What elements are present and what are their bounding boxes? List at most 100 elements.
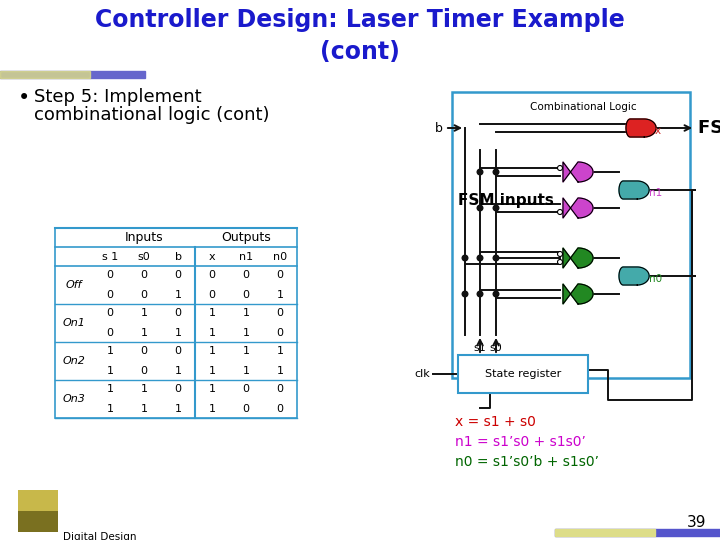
Text: 1: 1 (140, 327, 148, 338)
Text: 0: 0 (107, 289, 114, 300)
Text: 0: 0 (276, 327, 284, 338)
Text: 1: 1 (209, 403, 215, 414)
Text: 0: 0 (140, 289, 148, 300)
Text: 1: 1 (140, 308, 148, 319)
Text: Off: Off (66, 280, 82, 290)
Text: x = s1 + s0: x = s1 + s0 (455, 415, 536, 429)
Text: s1: s1 (474, 343, 487, 353)
Text: 0: 0 (243, 289, 250, 300)
Text: 1: 1 (276, 366, 284, 375)
Circle shape (557, 260, 562, 265)
Text: 0: 0 (209, 289, 215, 300)
Text: 1: 1 (174, 403, 181, 414)
Bar (458, 355, 588, 393)
Text: 1: 1 (243, 366, 250, 375)
Text: n0: n0 (649, 274, 662, 284)
Text: 1: 1 (174, 289, 181, 300)
Text: b: b (435, 122, 443, 134)
Text: 1: 1 (276, 289, 284, 300)
Text: FSM o: FSM o (698, 119, 720, 137)
Text: 0: 0 (276, 271, 284, 280)
Text: 0: 0 (107, 271, 114, 280)
Text: 0: 0 (174, 384, 181, 395)
Polygon shape (619, 181, 649, 199)
Bar (452, 92, 690, 378)
Polygon shape (563, 162, 593, 182)
Circle shape (557, 252, 562, 256)
Text: 0: 0 (140, 366, 148, 375)
Text: n1: n1 (239, 252, 253, 261)
Bar (55, 228, 297, 418)
Polygon shape (626, 119, 656, 137)
Text: 1: 1 (209, 347, 215, 356)
Circle shape (462, 255, 468, 261)
Text: n0 = s1’s0’b + s1s0’: n0 = s1’s0’b + s1s0’ (455, 455, 599, 469)
Text: 0: 0 (107, 308, 114, 319)
Circle shape (493, 205, 499, 211)
Circle shape (557, 210, 562, 214)
Circle shape (477, 291, 483, 297)
Text: n1 = s1’s0 + s1s0’: n1 = s1’s0 + s1s0’ (455, 435, 586, 449)
Text: 1: 1 (174, 327, 181, 338)
Circle shape (477, 205, 483, 211)
Text: 0: 0 (243, 271, 250, 280)
Text: 0: 0 (174, 271, 181, 280)
Text: x: x (655, 126, 661, 136)
Text: 1: 1 (276, 347, 284, 356)
Text: State register: State register (485, 369, 561, 379)
Text: Controller Design: Laser Timer Example: Controller Design: Laser Timer Example (95, 8, 625, 32)
Text: 1: 1 (174, 366, 181, 375)
Text: On1: On1 (63, 318, 86, 328)
Text: 0: 0 (140, 271, 148, 280)
Text: 1: 1 (107, 384, 114, 395)
Text: 0: 0 (243, 384, 250, 395)
Text: 0: 0 (276, 384, 284, 395)
Circle shape (557, 165, 562, 171)
Text: On2: On2 (63, 356, 86, 366)
Text: n1: n1 (649, 188, 662, 198)
Circle shape (493, 169, 499, 175)
Polygon shape (563, 248, 593, 268)
Bar (555, 529, 720, 536)
Text: 1: 1 (243, 347, 250, 356)
Text: 1: 1 (140, 403, 148, 414)
Text: combinational logic (cont): combinational logic (cont) (34, 106, 269, 124)
Text: x: x (209, 252, 215, 261)
Polygon shape (619, 267, 649, 285)
Text: 1: 1 (140, 384, 148, 395)
Text: 0: 0 (174, 308, 181, 319)
Text: 0: 0 (209, 271, 215, 280)
Text: 1: 1 (243, 308, 250, 319)
Bar (18, 490, 58, 532)
Text: FSM inputs: FSM inputs (458, 192, 554, 207)
Circle shape (493, 255, 499, 261)
Text: 0: 0 (276, 308, 284, 319)
Bar (0, 71, 90, 78)
Text: 0: 0 (276, 403, 284, 414)
Text: Outputs: Outputs (221, 231, 271, 244)
Polygon shape (563, 284, 593, 304)
Circle shape (462, 291, 468, 297)
Text: s0: s0 (490, 343, 503, 353)
Bar (0, 71, 145, 78)
Bar (18, 511, 58, 532)
Text: 39: 39 (686, 515, 706, 530)
Text: 1: 1 (209, 384, 215, 395)
Text: 1: 1 (209, 366, 215, 375)
Text: 0: 0 (243, 403, 250, 414)
Text: •: • (18, 88, 30, 108)
Text: Inputs: Inputs (125, 231, 163, 244)
Text: 0: 0 (174, 347, 181, 356)
Text: 1: 1 (209, 327, 215, 338)
Text: Digital Design
Copyright © 2006
Frank Vahid: Digital Design Copyright © 2006 Frank Va… (63, 532, 157, 540)
Text: (cont): (cont) (320, 40, 400, 64)
Text: clk: clk (414, 369, 430, 379)
Circle shape (477, 255, 483, 261)
Text: On3: On3 (63, 394, 86, 404)
Circle shape (477, 169, 483, 175)
Text: 1: 1 (107, 403, 114, 414)
Text: 1: 1 (107, 366, 114, 375)
Text: 0: 0 (107, 327, 114, 338)
Text: s 1: s 1 (102, 252, 118, 261)
Text: n0: n0 (273, 252, 287, 261)
